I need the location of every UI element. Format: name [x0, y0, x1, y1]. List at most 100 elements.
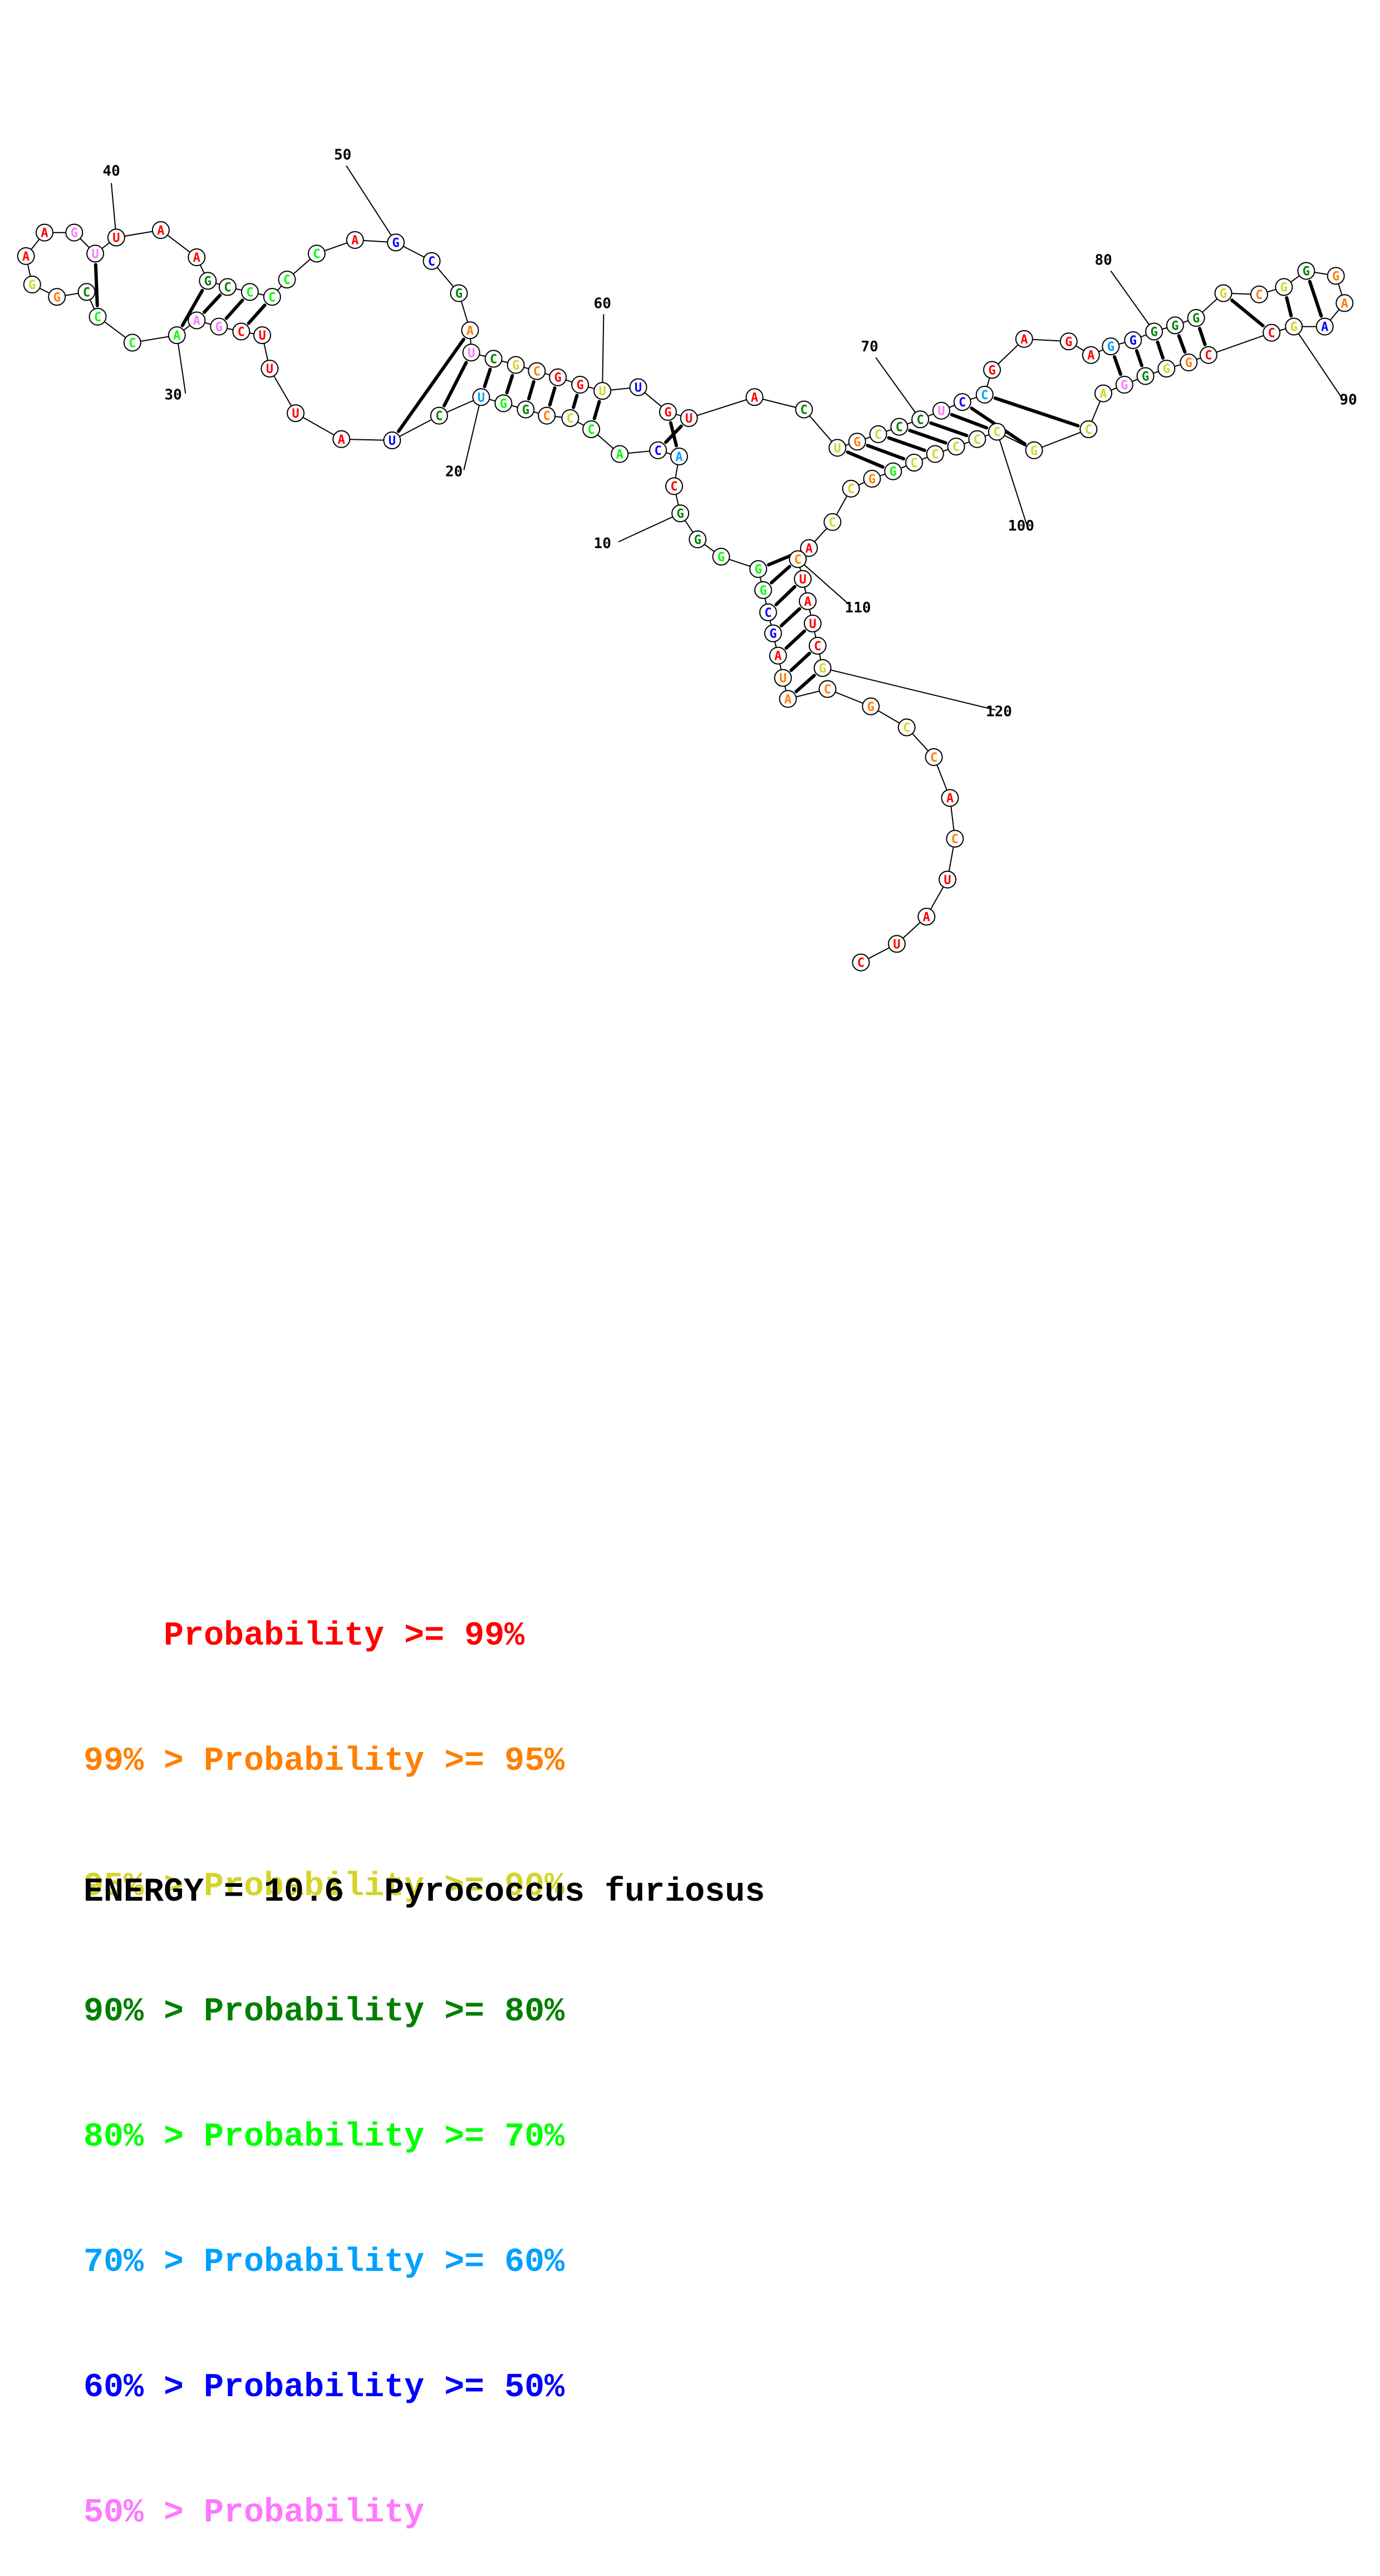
nucleotide-circle — [983, 361, 1001, 379]
nucleotide: G — [1166, 316, 1184, 335]
nucleotide: G — [848, 433, 866, 451]
nucleotide-circle — [332, 430, 351, 448]
position-tick — [618, 513, 681, 543]
nucleotide-circle — [1250, 285, 1268, 303]
nucleotide-circle — [1275, 278, 1293, 296]
nucleotide-circle — [188, 248, 206, 267]
nucleotide-circle — [77, 283, 96, 301]
nucleotide-base: G — [576, 379, 583, 392]
position-tick — [602, 314, 605, 391]
nucleotide: A — [745, 388, 764, 406]
nucleotide-base: C — [435, 410, 443, 424]
nucleotide-circle — [659, 403, 677, 421]
position-tick — [797, 558, 852, 607]
nucleotide-base: C — [533, 365, 541, 379]
nucleotide-base: G — [868, 473, 876, 487]
nucleotide-base: A — [923, 911, 930, 925]
base-pair-bond — [908, 429, 947, 445]
nucleotide-circle — [430, 406, 448, 425]
nucleotide-circle — [1079, 420, 1098, 439]
backbone-segment — [1208, 332, 1272, 356]
nucleotide: C — [911, 410, 930, 429]
nucleotide-base: G — [28, 278, 36, 292]
base-pair-bond — [1113, 355, 1123, 376]
nucleotide-circle — [712, 547, 730, 566]
nucleotide: A — [168, 326, 186, 345]
nucleotide: G — [517, 400, 535, 419]
base-pair-bond — [442, 361, 468, 408]
nucleotide-base: A — [784, 693, 792, 706]
base-pair-bond — [1197, 327, 1207, 346]
nucleotide-circle — [671, 504, 690, 523]
base-pair-bond — [774, 585, 797, 607]
nucleotide-base: C — [801, 403, 808, 417]
nucleotide: G — [1136, 367, 1155, 385]
nucleotide: U — [629, 378, 647, 396]
position-label: 50 — [334, 147, 351, 164]
nucleotide: G — [659, 403, 677, 421]
nucleotide-circle — [842, 479, 860, 498]
nucleotide: A — [1015, 330, 1033, 348]
nucleotide-base: G — [664, 406, 671, 420]
nucleotide: G — [1059, 332, 1078, 351]
base-pair-bond — [202, 293, 222, 314]
nucleotide-circle — [789, 550, 807, 568]
nucleotide-base: G — [71, 227, 78, 241]
nucleotide: U — [794, 570, 812, 588]
base-pair-bond — [1308, 279, 1323, 318]
nucleotide: G — [549, 368, 567, 386]
nucleotide-base: C — [1255, 288, 1263, 302]
nucleotide-base: A — [1020, 333, 1028, 347]
nucleotide-base: G — [867, 700, 875, 714]
base-pair-bond — [779, 607, 802, 628]
nucleotide: C — [1199, 346, 1217, 364]
nucleotide-circle — [1136, 367, 1155, 385]
nucleotide-circle — [670, 447, 688, 465]
nucleotide-base: C — [490, 352, 497, 366]
nucleotide-circle — [946, 830, 964, 848]
nucleotide-circle — [869, 425, 887, 443]
nucleotide-base: A — [616, 448, 623, 462]
nucleotide: U — [932, 401, 950, 420]
nucleotide: G — [884, 462, 902, 480]
nucleotide: C — [852, 953, 870, 971]
nucleotide-base: G — [1163, 362, 1170, 376]
nucleotide: G — [65, 223, 84, 242]
nucleotide-circle — [461, 321, 479, 340]
nucleotide-base: G — [1220, 287, 1227, 301]
nucleotide: A — [1315, 317, 1334, 336]
nucleotide-circle — [953, 393, 971, 411]
nucleotide-circle — [779, 690, 797, 708]
position-ticks: 10 20 30 40 50 60 70 80 90 100 110 120 — [102, 147, 1357, 720]
nucleotide-circle — [1187, 309, 1205, 327]
nucleotide-circle — [968, 430, 986, 448]
base-pair-bond — [247, 303, 267, 325]
nucleotide: G — [1102, 337, 1120, 356]
nucleotide-base: A — [193, 251, 200, 265]
nucleotide-base: G — [853, 435, 861, 449]
nucleotide-circle — [261, 360, 279, 378]
legend-row-p95: 99% > Probability >= 95% — [84, 1743, 565, 1780]
nucleotide: A — [188, 311, 206, 330]
nucleotide-circle — [1094, 384, 1113, 403]
nucleotide: C — [538, 406, 556, 425]
position-label: 10 — [594, 535, 611, 552]
nucleotide-circle — [774, 669, 792, 687]
nucleotide: C — [263, 288, 281, 306]
nucleotide: C — [869, 425, 887, 443]
nucleotide-base: G — [1171, 319, 1178, 333]
position-tick — [1293, 326, 1343, 399]
nucleotide-circle — [863, 469, 881, 488]
nucleotide-base: G — [1030, 444, 1038, 458]
legend-row-p90: 95% > Probability >= 90% — [84, 1868, 565, 1906]
nucleotide-circle — [278, 271, 296, 289]
nucleotide: G — [1180, 354, 1198, 372]
nucleotide: U — [887, 935, 906, 953]
nucleotide: A — [1094, 384, 1113, 403]
nucleotide-base: U — [91, 248, 99, 262]
position-tick — [463, 397, 482, 470]
nucleotide: C — [925, 748, 943, 766]
nucleotide: A — [1082, 346, 1100, 364]
nucleotide-base: A — [1087, 349, 1094, 363]
nucleotide: C — [926, 445, 944, 463]
